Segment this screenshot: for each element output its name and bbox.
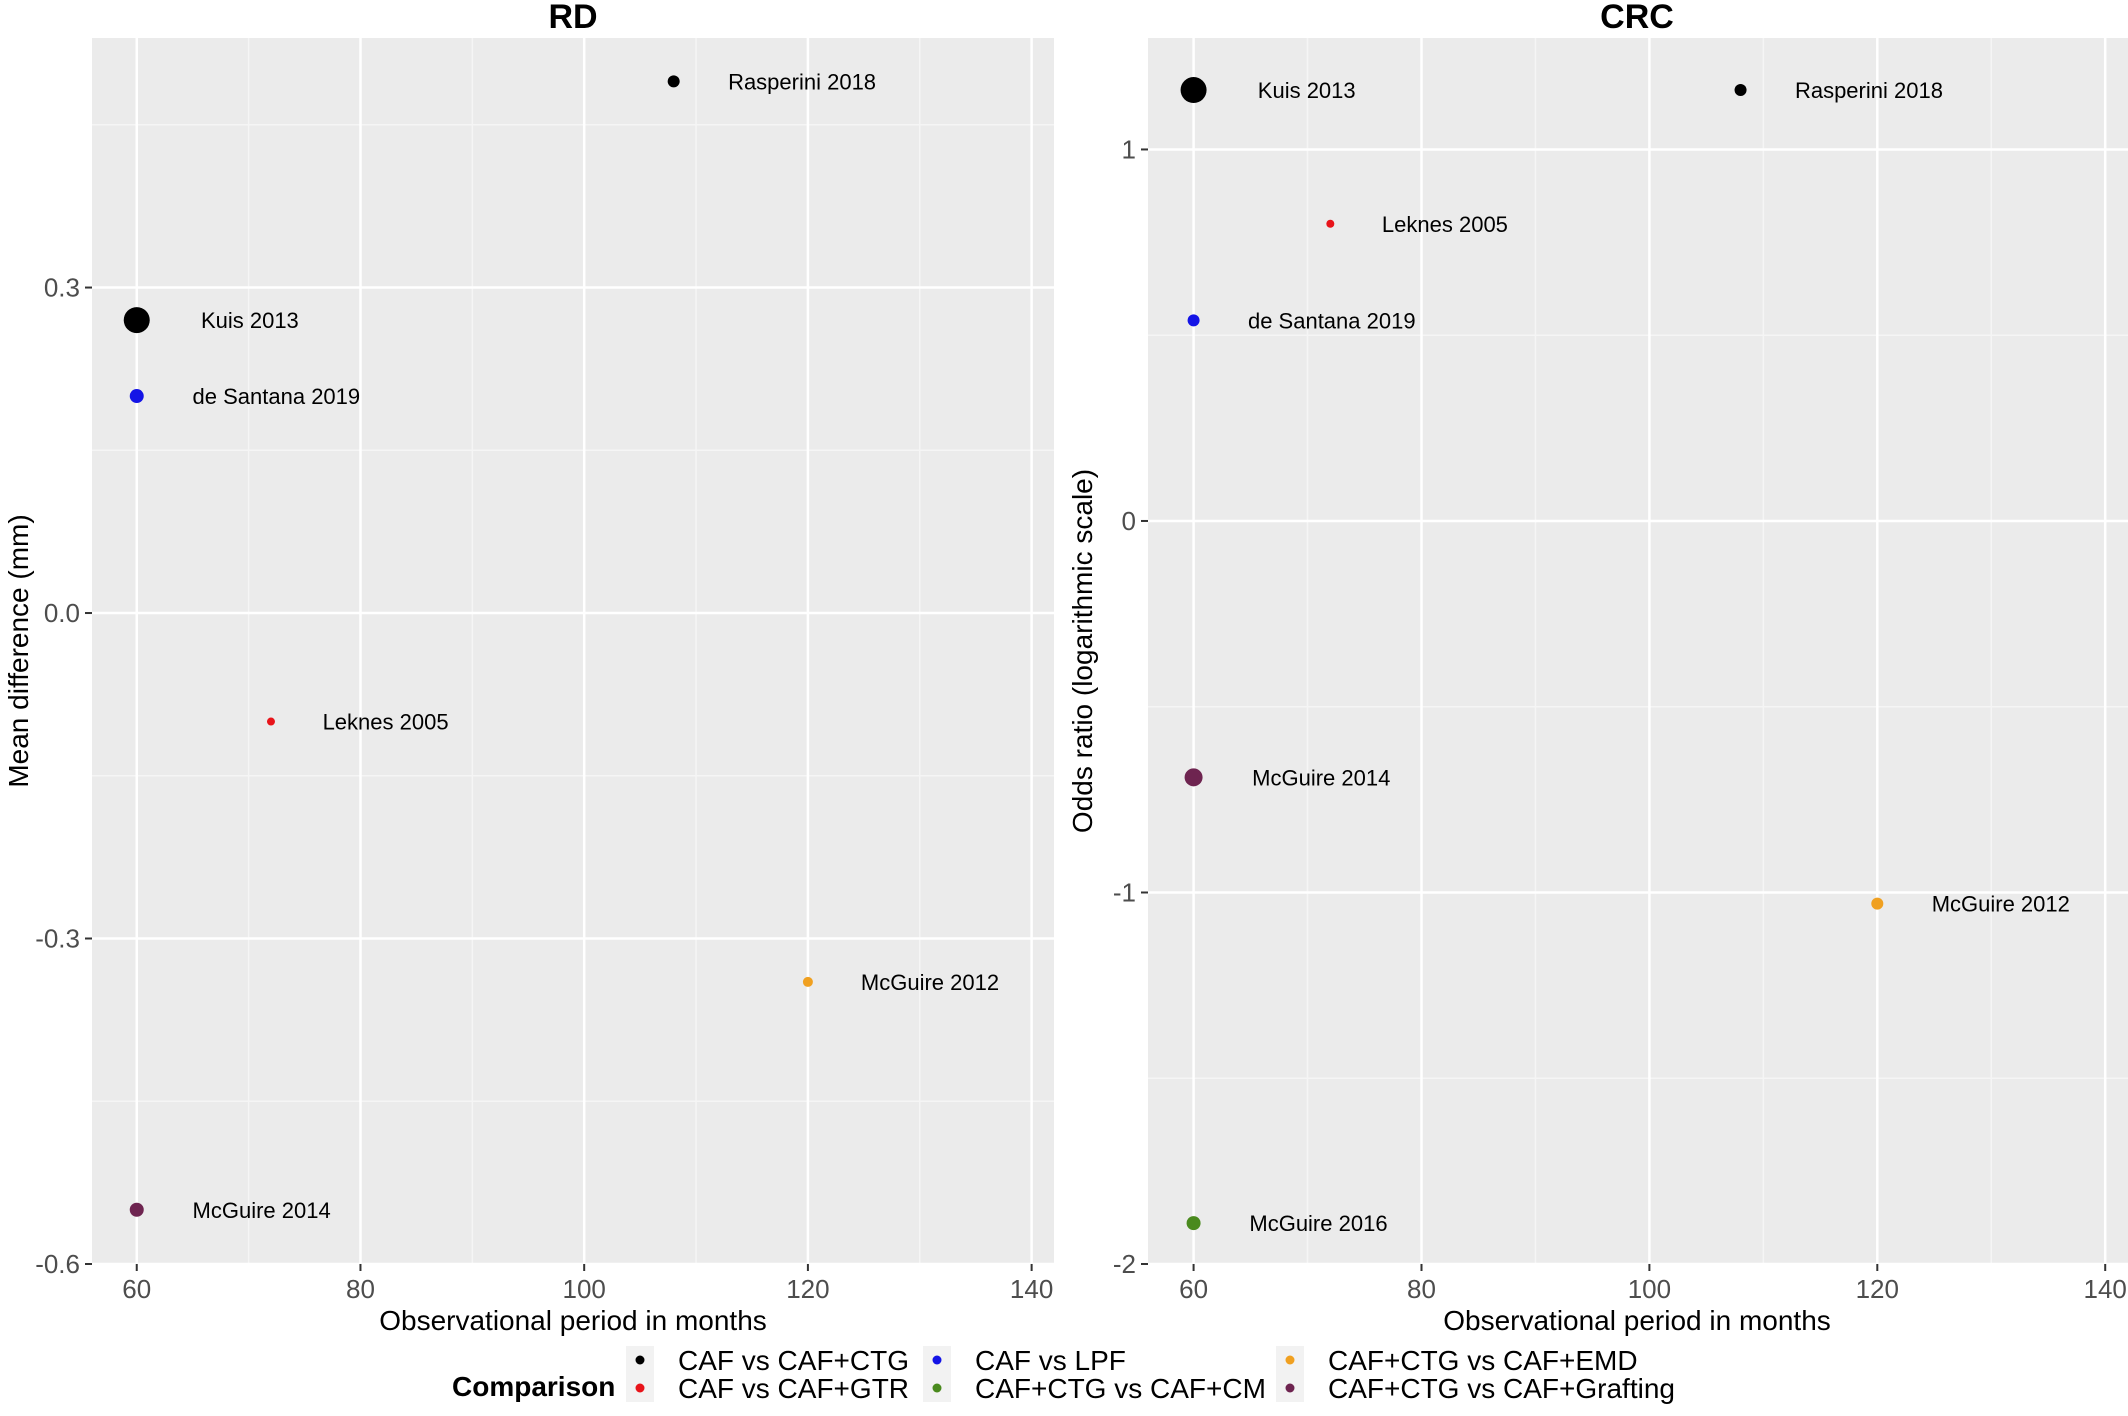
- point-label: McGuire 2014: [193, 1198, 331, 1223]
- point-label: Rasperini 2018: [728, 69, 876, 94]
- rd-points: Rasperini 2018 Kuis 2013 de Santana 2019 Le…: [123, 69, 999, 1223]
- crc-y-axis-title: Odds ratio (logarithmic scale): [1067, 469, 1098, 833]
- crc-x-axis-title: Observational period in months: [1443, 1305, 1831, 1336]
- data-point: [667, 75, 680, 88]
- y-tick-label: -0.6: [35, 1249, 80, 1279]
- crc-panel: Kuis 2013 Rasperini 2018 Leknes 2005 de San…: [1067, 0, 2128, 1336]
- y-tick-label: 0.0: [44, 598, 80, 628]
- legend-key: [932, 1355, 942, 1365]
- rd-panel-title: RD: [548, 0, 597, 36]
- data-point: [1186, 1216, 1201, 1231]
- x-tick-label: 140: [1010, 1274, 1053, 1304]
- y-tick-label: -2: [1113, 1249, 1136, 1279]
- x-tick-label: 60: [122, 1274, 151, 1304]
- x-tick-label: 80: [1407, 1274, 1436, 1304]
- data-point: [1871, 897, 1884, 910]
- rd-y-axis-title: Mean difference (mm): [3, 514, 34, 787]
- crc-points: Kuis 2013 Rasperini 2018 Leknes 2005 de San…: [1180, 77, 2070, 1236]
- point-label: de Santana 2019: [1248, 308, 1416, 333]
- x-tick-label: 120: [1856, 1274, 1899, 1304]
- legend-key: [1285, 1383, 1295, 1393]
- legend-label: CAF vs CAF+GTR: [678, 1373, 909, 1404]
- legend-label: CAF+CTG vs CAF+Grafting: [1328, 1373, 1675, 1404]
- legend-label: CAF vs LPF: [975, 1345, 1126, 1376]
- y-tick-label: -0.3: [35, 924, 80, 954]
- data-point: [129, 389, 144, 404]
- crc-y-ticks: -2 -1 0 1: [1113, 134, 1148, 1279]
- point-label: McGuire 2012: [1932, 892, 2070, 917]
- data-point: [129, 1202, 144, 1217]
- point-label: Kuis 2013: [201, 308, 299, 333]
- x-tick-label: 100: [562, 1274, 605, 1304]
- legend-key: [635, 1355, 645, 1365]
- point-label: de Santana 2019: [193, 384, 361, 409]
- crc-plot-background: [1148, 38, 2128, 1264]
- rd-grid: [92, 38, 1054, 1266]
- point-label: Rasperini 2018: [1795, 78, 1943, 103]
- data-point: [802, 976, 813, 987]
- crc-panel-title: CRC: [1600, 0, 1674, 36]
- legend-label: CAF+CTG vs CAF+CM: [975, 1373, 1266, 1404]
- data-point: [266, 717, 275, 726]
- rd-y-ticks: -0.6 -0.3 0.0 0.3: [35, 273, 92, 1279]
- x-tick-label: 100: [1628, 1274, 1671, 1304]
- data-point: [1187, 314, 1200, 327]
- data-point: [1184, 768, 1203, 787]
- data-point: [1180, 77, 1207, 104]
- point-label: McGuire 2016: [1249, 1211, 1387, 1236]
- point-label: Leknes 2005: [1382, 212, 1508, 237]
- crc-grid: [1148, 38, 2128, 1266]
- crc-x-ticks: 60 80 100 120 140: [1179, 1264, 2127, 1304]
- rd-panel: Rasperini 2018 Kuis 2013 de Santana 2019 Le…: [3, 0, 1054, 1336]
- x-tick-label: 140: [2084, 1274, 2127, 1304]
- y-tick-label: 1: [1122, 134, 1136, 164]
- legend-label: CAF+CTG vs CAF+EMD: [1328, 1345, 1638, 1376]
- y-tick-label: 0.3: [44, 273, 80, 303]
- y-tick-label: 0: [1122, 506, 1136, 536]
- rd-x-axis-title: Observational period in months: [379, 1305, 767, 1336]
- point-label: Kuis 2013: [1258, 78, 1356, 103]
- rd-plot-background: [92, 38, 1054, 1264]
- data-point: [123, 307, 150, 334]
- data-point: [1734, 84, 1747, 97]
- point-label: Leknes 2005: [323, 710, 449, 735]
- point-label: McGuire 2014: [1252, 765, 1390, 790]
- data-point: [1326, 219, 1335, 228]
- x-tick-label: 80: [346, 1274, 375, 1304]
- x-tick-label: 60: [1179, 1274, 1208, 1304]
- rd-x-ticks: 60 80 100 120 140: [122, 1264, 1053, 1304]
- x-tick-label: 120: [786, 1274, 829, 1304]
- legend-key: [635, 1383, 645, 1393]
- legend-key: [1285, 1355, 1295, 1365]
- y-tick-label: -1: [1113, 877, 1136, 907]
- point-label: McGuire 2012: [861, 970, 999, 995]
- legend-title: Comparison: [452, 1371, 615, 1402]
- legend-label: CAF vs CAF+CTG: [678, 1345, 909, 1376]
- legend-key: [932, 1383, 942, 1393]
